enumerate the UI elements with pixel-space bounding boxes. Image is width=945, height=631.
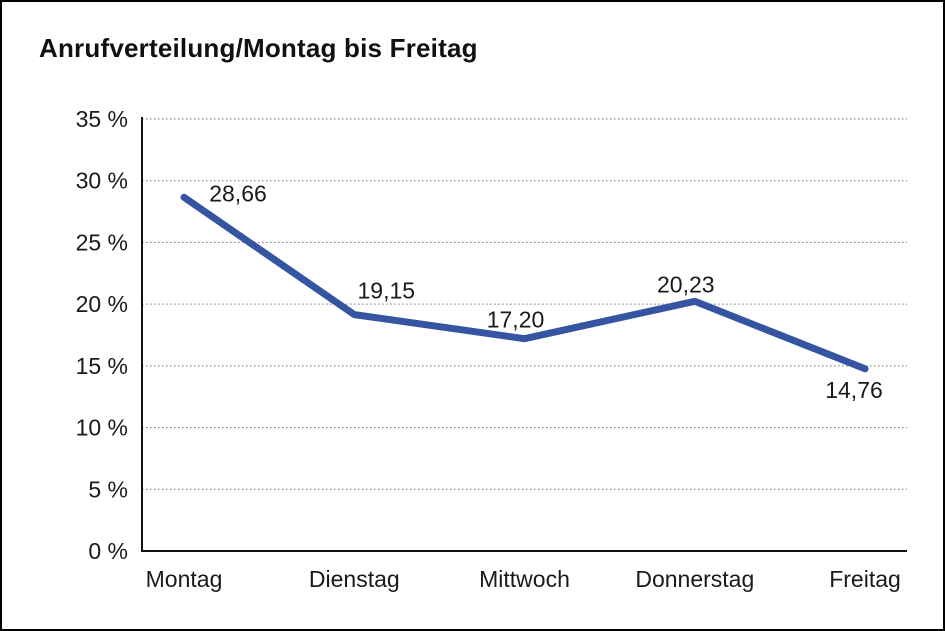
data-point-label: 14,76 [825,377,883,403]
x-category-label: Freitag [829,566,901,592]
data-point-label: 19,15 [358,278,416,304]
y-tick-label: 0 % [88,538,128,564]
x-category-label: Mittwoch [479,566,570,592]
data-point-label: 20,23 [657,271,715,297]
x-category-label: Montag [146,566,223,592]
data-point-label: 28,66 [209,180,267,206]
y-tick-label: 15 % [76,353,128,379]
y-tick-label: 25 % [76,229,128,255]
y-tick-label: 10 % [76,415,128,441]
y-tick-label: 30 % [76,168,128,194]
series-line [180,193,869,373]
x-category-label: Donnerstag [635,566,754,592]
x-category-label: Dienstag [309,566,400,592]
y-tick-label: 5 % [88,476,128,502]
y-tick-label: 20 % [76,291,128,317]
data-point-label: 17,20 [487,307,545,333]
chart-title: Anrufverteilung/Montag bis Freitag [39,33,478,63]
y-tick-label: 35 % [76,106,128,132]
